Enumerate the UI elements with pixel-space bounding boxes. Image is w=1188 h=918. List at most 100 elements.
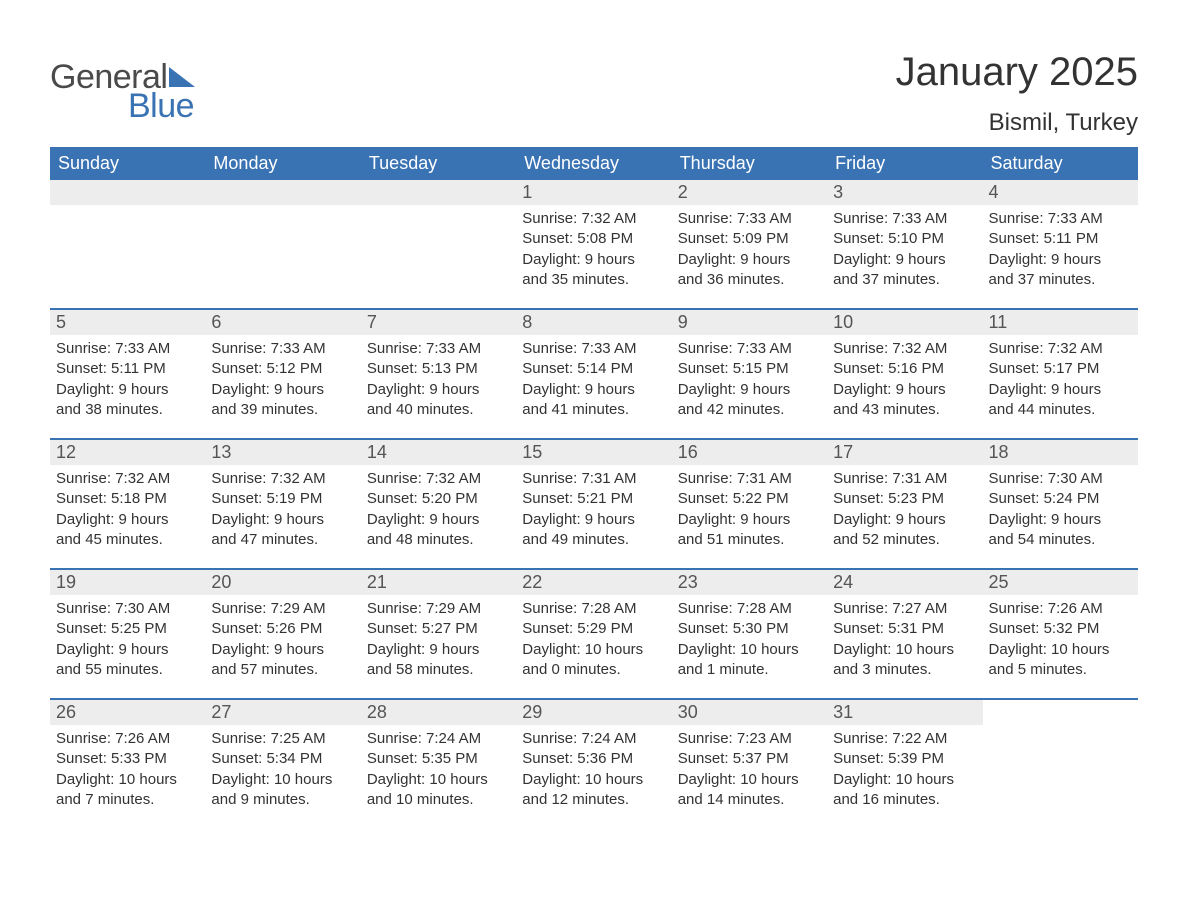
day-dl1: Daylight: 10 hours	[833, 640, 976, 660]
day-cell: 3Sunrise: 7:33 AMSunset: 5:10 PMDaylight…	[827, 180, 982, 308]
day-number: 18	[983, 440, 1138, 465]
day-sunrise: Sunrise: 7:32 AM	[989, 339, 1132, 359]
day-sunset: Sunset: 5:12 PM	[211, 359, 354, 379]
day-number: 22	[516, 570, 671, 595]
day-cell: 7Sunrise: 7:33 AMSunset: 5:13 PMDaylight…	[361, 310, 516, 438]
weekday-sun: Sunday	[50, 147, 205, 180]
day-cell: 13Sunrise: 7:32 AMSunset: 5:19 PMDayligh…	[205, 440, 360, 568]
day-body: Sunrise: 7:25 AMSunset: 5:34 PMDaylight:…	[205, 725, 360, 818]
day-body: Sunrise: 7:32 AMSunset: 5:16 PMDaylight:…	[827, 335, 982, 428]
day-sunrise: Sunrise: 7:26 AM	[56, 729, 199, 749]
day-sunrise: Sunrise: 7:30 AM	[989, 469, 1132, 489]
day-body: Sunrise: 7:33 AMSunset: 5:09 PMDaylight:…	[672, 205, 827, 298]
weekday-tue: Tuesday	[361, 147, 516, 180]
day-cell: 17Sunrise: 7:31 AMSunset: 5:23 PMDayligh…	[827, 440, 982, 568]
day-body: Sunrise: 7:29 AMSunset: 5:26 PMDaylight:…	[205, 595, 360, 688]
day-dl1: Daylight: 9 hours	[56, 640, 199, 660]
day-cell: 31Sunrise: 7:22 AMSunset: 5:39 PMDayligh…	[827, 700, 982, 828]
day-sunrise: Sunrise: 7:28 AM	[678, 599, 821, 619]
brand-logo: General Blue	[50, 50, 195, 126]
day-dl1: Daylight: 9 hours	[211, 640, 354, 660]
day-dl2: and 37 minutes.	[989, 270, 1132, 290]
day-body: Sunrise: 7:33 AMSunset: 5:15 PMDaylight:…	[672, 335, 827, 428]
day-dl1: Daylight: 9 hours	[989, 510, 1132, 530]
day-sunset: Sunset: 5:32 PM	[989, 619, 1132, 639]
day-body: Sunrise: 7:33 AMSunset: 5:14 PMDaylight:…	[516, 335, 671, 428]
day-dl1: Daylight: 9 hours	[989, 250, 1132, 270]
day-number: 21	[361, 570, 516, 595]
day-number: 9	[672, 310, 827, 335]
day-body: Sunrise: 7:32 AMSunset: 5:17 PMDaylight:…	[983, 335, 1138, 428]
day-cell	[983, 700, 1138, 828]
day-sunset: Sunset: 5:29 PM	[522, 619, 665, 639]
day-dl2: and 37 minutes.	[833, 270, 976, 290]
day-sunset: Sunset: 5:35 PM	[367, 749, 510, 769]
day-dl2: and 38 minutes.	[56, 400, 199, 420]
day-body: Sunrise: 7:23 AMSunset: 5:37 PMDaylight:…	[672, 725, 827, 818]
day-sunrise: Sunrise: 7:22 AM	[833, 729, 976, 749]
day-body: Sunrise: 7:32 AMSunset: 5:20 PMDaylight:…	[361, 465, 516, 558]
day-number	[50, 180, 205, 205]
day-sunrise: Sunrise: 7:24 AM	[367, 729, 510, 749]
day-cell: 28Sunrise: 7:24 AMSunset: 5:35 PMDayligh…	[361, 700, 516, 828]
day-dl1: Daylight: 9 hours	[56, 510, 199, 530]
day-sunrise: Sunrise: 7:33 AM	[522, 339, 665, 359]
day-sunset: Sunset: 5:21 PM	[522, 489, 665, 509]
day-body: Sunrise: 7:33 AMSunset: 5:13 PMDaylight:…	[361, 335, 516, 428]
day-dl1: Daylight: 9 hours	[678, 380, 821, 400]
day-number: 19	[50, 570, 205, 595]
day-body: Sunrise: 7:33 AMSunset: 5:11 PMDaylight:…	[50, 335, 205, 428]
day-cell: 23Sunrise: 7:28 AMSunset: 5:30 PMDayligh…	[672, 570, 827, 698]
week-row: 1Sunrise: 7:32 AMSunset: 5:08 PMDaylight…	[50, 180, 1138, 308]
day-number: 31	[827, 700, 982, 725]
day-cell: 29Sunrise: 7:24 AMSunset: 5:36 PMDayligh…	[516, 700, 671, 828]
day-sunrise: Sunrise: 7:27 AM	[833, 599, 976, 619]
day-dl1: Daylight: 9 hours	[833, 380, 976, 400]
day-cell: 8Sunrise: 7:33 AMSunset: 5:14 PMDaylight…	[516, 310, 671, 438]
day-dl1: Daylight: 9 hours	[522, 250, 665, 270]
day-dl2: and 42 minutes.	[678, 400, 821, 420]
day-sunset: Sunset: 5:39 PM	[833, 749, 976, 769]
day-dl1: Daylight: 9 hours	[522, 380, 665, 400]
day-dl1: Daylight: 10 hours	[522, 770, 665, 790]
day-cell: 30Sunrise: 7:23 AMSunset: 5:37 PMDayligh…	[672, 700, 827, 828]
week-row: 5Sunrise: 7:33 AMSunset: 5:11 PMDaylight…	[50, 308, 1138, 438]
day-dl2: and 41 minutes.	[522, 400, 665, 420]
day-dl2: and 36 minutes.	[678, 270, 821, 290]
day-number: 29	[516, 700, 671, 725]
day-dl1: Daylight: 9 hours	[833, 250, 976, 270]
day-number: 15	[516, 440, 671, 465]
day-dl2: and 1 minute.	[678, 660, 821, 680]
day-dl2: and 45 minutes.	[56, 530, 199, 550]
day-cell: 14Sunrise: 7:32 AMSunset: 5:20 PMDayligh…	[361, 440, 516, 568]
day-dl1: Daylight: 10 hours	[522, 640, 665, 660]
day-cell: 5Sunrise: 7:33 AMSunset: 5:11 PMDaylight…	[50, 310, 205, 438]
day-sunset: Sunset: 5:37 PM	[678, 749, 821, 769]
day-sunset: Sunset: 5:27 PM	[367, 619, 510, 639]
day-body: Sunrise: 7:30 AMSunset: 5:24 PMDaylight:…	[983, 465, 1138, 558]
day-body: Sunrise: 7:29 AMSunset: 5:27 PMDaylight:…	[361, 595, 516, 688]
day-cell: 21Sunrise: 7:29 AMSunset: 5:27 PMDayligh…	[361, 570, 516, 698]
day-dl1: Daylight: 9 hours	[367, 380, 510, 400]
week-row: 12Sunrise: 7:32 AMSunset: 5:18 PMDayligh…	[50, 438, 1138, 568]
day-body: Sunrise: 7:26 AMSunset: 5:32 PMDaylight:…	[983, 595, 1138, 688]
day-sunrise: Sunrise: 7:33 AM	[833, 209, 976, 229]
day-cell: 25Sunrise: 7:26 AMSunset: 5:32 PMDayligh…	[983, 570, 1138, 698]
day-sunset: Sunset: 5:17 PM	[989, 359, 1132, 379]
day-sunrise: Sunrise: 7:26 AM	[989, 599, 1132, 619]
day-dl2: and 3 minutes.	[833, 660, 976, 680]
day-number: 7	[361, 310, 516, 335]
day-dl1: Daylight: 9 hours	[833, 510, 976, 530]
day-sunrise: Sunrise: 7:33 AM	[367, 339, 510, 359]
day-sunset: Sunset: 5:16 PM	[833, 359, 976, 379]
day-dl2: and 7 minutes.	[56, 790, 199, 810]
day-body: Sunrise: 7:27 AMSunset: 5:31 PMDaylight:…	[827, 595, 982, 688]
day-dl2: and 55 minutes.	[56, 660, 199, 680]
day-number: 25	[983, 570, 1138, 595]
day-dl1: Daylight: 9 hours	[367, 510, 510, 530]
day-sunrise: Sunrise: 7:29 AM	[211, 599, 354, 619]
weekday-sat: Saturday	[983, 147, 1138, 180]
day-dl2: and 10 minutes.	[367, 790, 510, 810]
weeks-container: 1Sunrise: 7:32 AMSunset: 5:08 PMDaylight…	[50, 180, 1138, 828]
day-dl1: Daylight: 10 hours	[211, 770, 354, 790]
